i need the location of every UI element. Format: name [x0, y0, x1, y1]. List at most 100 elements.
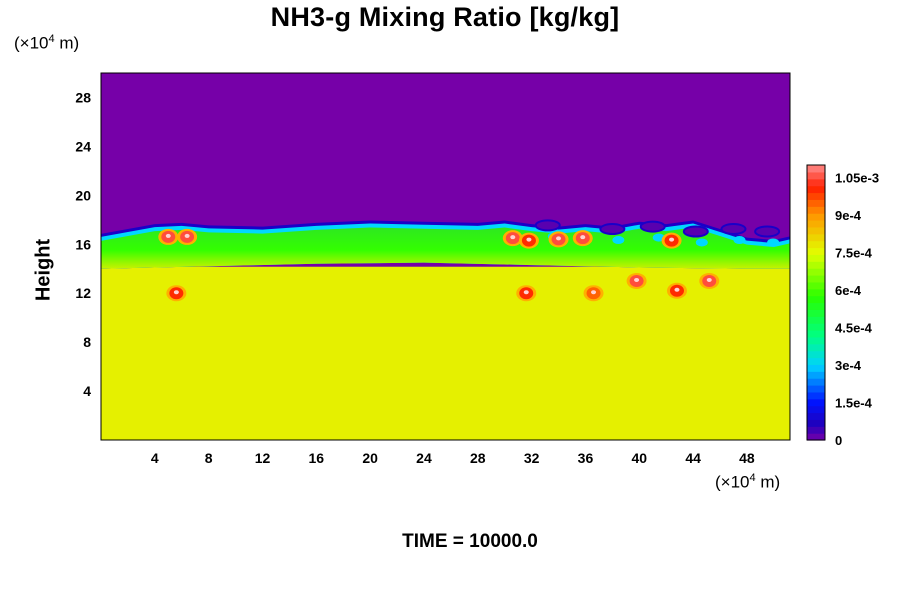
colorbar-segment	[807, 309, 825, 317]
y-tick-label: 8	[83, 334, 91, 350]
blob-center-12	[706, 277, 712, 282]
y-tick-label: 12	[75, 285, 91, 301]
plot-area	[100, 72, 791, 441]
colorbar-segment	[807, 316, 825, 324]
x-tick-label: 44	[685, 450, 701, 466]
blob-center-6	[580, 235, 586, 240]
colorbar-segment	[807, 295, 825, 304]
y-tick-label: 4	[83, 383, 91, 399]
colorbar-segment	[807, 233, 825, 242]
y-tick-label: 20	[75, 187, 91, 203]
x-tick-label: 20	[362, 450, 378, 466]
x-tick-label: 8	[205, 450, 213, 466]
colorbar-tick-label: 1.5e-4	[835, 396, 873, 411]
x-axis-unit: (×104 m)	[715, 472, 781, 492]
colorbar: 0 1.5e-4 3e-4 4.5e-4 6e-4 7.5e-4 9e-4 1.05e-3	[806, 164, 879, 448]
blob-center-9	[634, 277, 640, 282]
colorbar-segment	[807, 391, 825, 400]
blob-center-2	[173, 290, 179, 295]
x-tick-label: 28	[470, 450, 486, 466]
blob-center-5	[556, 236, 562, 241]
eddy-4	[720, 223, 747, 236]
colorbar-segment	[807, 378, 825, 386]
colorbar-tick-label: 6e-4	[835, 283, 862, 298]
colorbar-segment	[807, 412, 825, 420]
eddy-tail-4	[733, 236, 746, 245]
colorbar-segment	[807, 220, 825, 228]
colorbar-segment	[807, 226, 825, 235]
y-tick-label: 16	[75, 236, 91, 252]
colorbar-segment	[807, 192, 825, 200]
colorbar-segment	[807, 350, 825, 359]
colorbar-segment	[807, 364, 825, 372]
x-tick-label: 24	[416, 450, 432, 466]
x-tick-label: 16	[309, 450, 325, 466]
eddy-0	[534, 219, 561, 232]
eddy-2	[639, 220, 666, 233]
x-tick-label: 32	[524, 450, 540, 466]
blob-center-4	[526, 237, 532, 242]
colorbar-border	[806, 164, 826, 441]
eddy-tail-5	[767, 238, 780, 247]
colorbar-segment	[807, 288, 825, 297]
eddy-5	[754, 225, 781, 238]
colorbar-tick-label: 4.5e-4	[835, 321, 873, 336]
x-tick-label: 12	[255, 450, 271, 466]
blob-center-0	[165, 233, 171, 238]
y-tick-label: 24	[75, 138, 91, 154]
colorbar-segment	[807, 302, 825, 310]
chart-title: NH3-g Mixing Ratio [kg/kg]	[270, 2, 620, 32]
colorbar-segment	[807, 426, 825, 434]
colorbar-segment	[807, 419, 825, 427]
colorbar-segment	[807, 199, 825, 207]
x-axis-ticks: 4 8 12 16 20 24 28 32 36 40 44 48	[151, 450, 755, 466]
time-label: TIME = 10000.0	[402, 531, 538, 552]
eddy-1	[599, 223, 626, 236]
colorbar-segment	[807, 330, 825, 338]
colorbar-segment	[807, 213, 825, 221]
plot-border	[100, 72, 791, 441]
blob-center-7	[523, 290, 529, 295]
colorbar-segment	[807, 240, 825, 249]
x-tick-label: 4	[151, 450, 159, 466]
eddy-3	[682, 225, 709, 238]
colorbar-segment	[807, 254, 825, 262]
colorbar-tick-label: 1.05e-3	[835, 171, 879, 186]
blob-center-11	[674, 287, 680, 292]
y-tick-label: 28	[75, 89, 91, 105]
colorbar-segment	[807, 433, 825, 441]
blob-center-3	[510, 235, 516, 240]
y-axis-unit: (×104 m)	[14, 33, 80, 53]
colorbar-tick-label: 9e-4	[835, 208, 862, 223]
colorbar-segment	[807, 385, 825, 393]
x-tick-label: 40	[631, 450, 647, 466]
colorbar-segment	[807, 268, 825, 276]
colorbar-segment	[807, 275, 825, 283]
colorbar-segment	[807, 336, 825, 345]
x-tick-label: 36	[578, 450, 594, 466]
colorbar-segment	[807, 323, 825, 331]
colorbar-segment	[807, 371, 825, 379]
colorbar-segment	[807, 185, 825, 194]
colorbar-segment	[807, 405, 825, 414]
y-axis-ticks: 4 8 12 16 20 24 28	[75, 89, 91, 399]
colorbar-segment	[807, 247, 825, 255]
eddy-tail-3	[695, 238, 708, 247]
blob-center-1	[184, 233, 190, 238]
colorbar-tick-label: 7.5e-4	[835, 246, 873, 261]
colorbar-segment	[807, 206, 825, 214]
blob-center-10	[669, 237, 675, 242]
colorbar-segment	[807, 178, 825, 187]
colorbar-segment	[807, 343, 825, 352]
colorbar-tick-label: 0	[835, 433, 842, 448]
colorbar-segment	[807, 398, 825, 407]
colorbar-segment	[807, 261, 825, 269]
x-tick-label: 48	[739, 450, 755, 466]
colorbar-segment	[807, 357, 825, 365]
blob-center-8	[591, 290, 597, 295]
colorbar-segment	[807, 165, 825, 173]
colorbar-tick-label: 3e-4	[835, 358, 862, 373]
eddy-tail-1	[612, 236, 625, 245]
colorbar-segment	[807, 171, 825, 180]
